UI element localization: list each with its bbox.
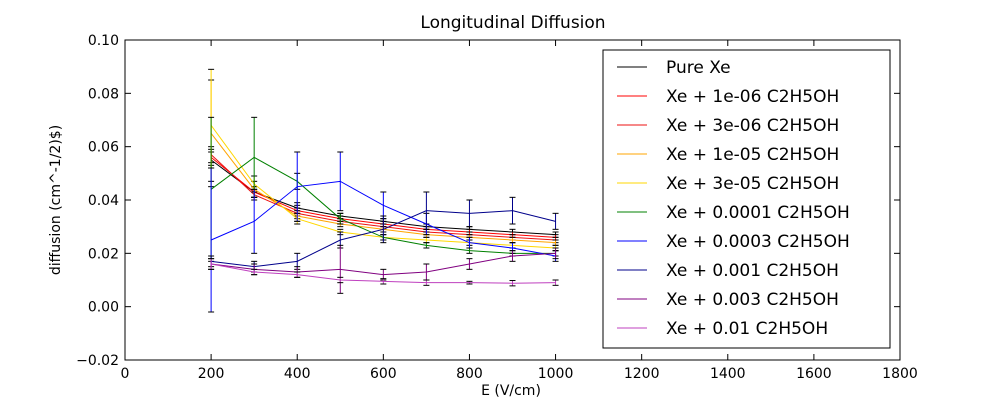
plot-area: [208, 68, 559, 313]
y-tick-label: 0.10: [88, 33, 119, 49]
legend-label: Xe + 1e-05 C2H5OH: [666, 145, 839, 165]
x-tick-label: 1600: [796, 366, 832, 382]
chart-title: Longitudinal Diffusion: [420, 13, 605, 33]
x-axis-label: E (V/cm): [481, 383, 541, 399]
x-tick-label: 600: [370, 366, 397, 382]
y-tick-label: −0.02: [76, 353, 119, 369]
y-axis-label: diffusion (cm^-1/2)$): [48, 125, 64, 275]
legend: Pure Xe Xe + 1e-06 C2H5OH Xe + 3e-06 C2H5O…: [602, 49, 891, 349]
series-group: [208, 151, 559, 313]
legend-label: Xe + 0.001 C2H5OH: [666, 261, 839, 281]
y-tick-label: 0.00: [88, 300, 119, 316]
legend-box: [602, 49, 891, 349]
legend-label: Xe + 3e-06 C2H5OH: [666, 116, 839, 136]
legend-label: Xe + 1e-06 C2H5OH: [666, 87, 839, 107]
axes-ticks: 0 200 400 600 800 1000 1200 1400 1600 1800 −0.02 0.…: [76, 33, 918, 382]
series-group: [208, 258, 559, 287]
legend-label: Pure Xe: [666, 58, 731, 78]
legend-label: Xe + 0.01 C2H5OH: [666, 319, 828, 339]
y-tick-label: 0.08: [88, 86, 119, 102]
x-tick-label: 1400: [710, 366, 746, 382]
legend-label: Xe + 3e-05 C2H5OH: [666, 174, 839, 194]
legend-label: Xe + 0.0001 C2H5OH: [666, 203, 850, 223]
x-tick-label: 1200: [624, 366, 660, 382]
x-tick-label: 200: [198, 366, 225, 382]
x-tick-label: 400: [284, 366, 311, 382]
legend-label: Xe + 0.003 C2H5OH: [666, 290, 839, 310]
x-tick-label: 1000: [538, 366, 574, 382]
x-tick-label: 0: [121, 366, 130, 382]
y-tick-label: 0.04: [88, 193, 119, 209]
x-tick-label: 1800: [882, 366, 918, 382]
legend-label: Xe + 0.0003 C2H5OH: [666, 232, 850, 252]
x-tick-label: 800: [456, 366, 483, 382]
y-tick-label: 0.06: [88, 140, 119, 156]
y-tick-label: 0.02: [88, 246, 119, 262]
